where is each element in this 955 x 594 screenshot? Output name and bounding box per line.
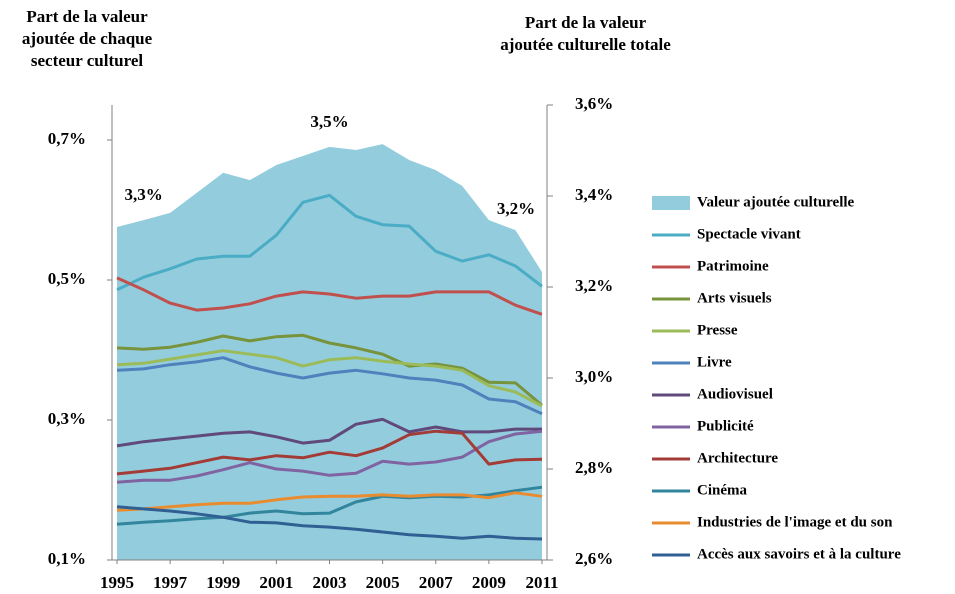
legend-label: Industries de l'image et du son [697, 514, 893, 530]
y2-tick-label: 2,8% [575, 458, 613, 477]
line [116, 333, 543, 407]
y2-axis-title: Part de la valeur ajoutée culturelle tot… [500, 13, 671, 54]
line [116, 505, 543, 541]
legend-label: Accès aux savoirs et à la culture [697, 546, 901, 562]
y2-tick-label: 3,2% [575, 276, 613, 295]
line [116, 429, 543, 476]
legend-label: Presse [697, 322, 738, 338]
y2-tick-label: 3,0% [575, 367, 613, 386]
line [116, 193, 543, 292]
line [116, 356, 543, 416]
legend-label: Publicité [697, 418, 754, 434]
y2-tick-label: 3,4% [575, 185, 613, 204]
legend-label: Cinéma [697, 482, 747, 498]
legend-swatch [652, 196, 690, 210]
line [116, 276, 543, 316]
y-tick-label: 0,7% [48, 129, 86, 148]
annotation: 3,2% [497, 199, 535, 218]
x-tick-label: 2003 [313, 573, 347, 592]
annotation: 3,3% [124, 185, 162, 204]
legend-label: Valeur ajoutée culturelle [697, 194, 855, 210]
x-tick-label: 2011 [525, 573, 558, 592]
legend-label: Livre [697, 354, 732, 370]
legend-label: Spectacle vivant [697, 226, 801, 242]
line [116, 491, 543, 512]
legend-label: Audiovisuel [697, 386, 773, 402]
legend-label: Patrimoine [697, 258, 769, 274]
x-tick-label: 2009 [472, 573, 506, 592]
y2-tick-label: 2,6% [575, 549, 613, 568]
annotation: 3,5% [310, 112, 348, 131]
x-tick-label: 2007 [419, 573, 454, 592]
y2-tick-label: 3,6% [575, 94, 613, 113]
y-tick-label: 0,3% [48, 409, 86, 428]
line [116, 429, 543, 484]
x-tick-label: 1999 [206, 573, 240, 592]
x-tick-label: 1995 [100, 573, 134, 592]
legend-label: Architecture [697, 450, 778, 466]
x-tick-label: 2005 [366, 573, 400, 592]
x-tick-label: 2001 [259, 573, 293, 592]
legend-label: Arts visuels [697, 290, 772, 306]
y-axis-title: Part de la valeur ajoutée de chaque sect… [21, 7, 153, 70]
line [116, 417, 542, 448]
y-tick-label: 0,1% [48, 549, 86, 568]
x-tick-label: 1997 [153, 573, 188, 592]
y-tick-label: 0,5% [48, 269, 86, 288]
line [116, 349, 543, 408]
